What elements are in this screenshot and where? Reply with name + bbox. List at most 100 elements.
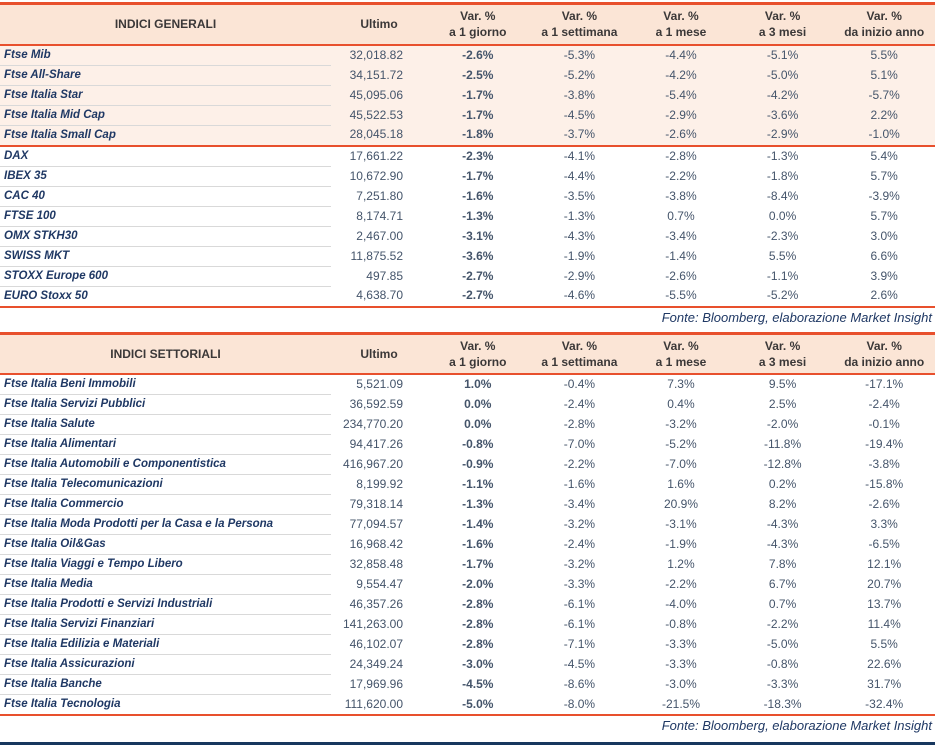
last-value: 45,095.06	[331, 85, 427, 105]
index-row: Ftse Italia Salute 234,770.20 0.0% -2.8% -3.…	[0, 414, 935, 435]
var-1-giorno: -1.7%	[462, 557, 494, 571]
index-name: Ftse Italia Prodotti e Servizi Industria…	[0, 594, 331, 615]
var-1-giorno: -2.0%	[462, 577, 494, 591]
var-label: Var. %	[460, 338, 496, 353]
var-3-mesi: -3.3%	[766, 677, 799, 691]
var-1-mese: -2.6%	[665, 268, 697, 283]
var-1-settimana: -7.0%	[563, 437, 596, 451]
col-header-var-inizio-anno: Var. % da inizio anno	[833, 3, 935, 46]
last-value: 111,620.00	[344, 696, 403, 711]
var-1-settimana: -1.3%	[563, 208, 596, 223]
var-1-mese: -2.9%	[630, 105, 732, 125]
var-label: Var. %	[561, 9, 598, 24]
last-value: 79,318.14	[349, 497, 403, 511]
header-row: INDICI GENERALI Ultimo Var. % a 1 giorno…	[0, 3, 935, 46]
index-name: FTSE 100	[0, 206, 331, 227]
var-label: Var. %	[764, 9, 801, 24]
var-1-settimana: -7.1%	[563, 637, 596, 651]
var-inizio-anno: 5.4%	[833, 144, 935, 166]
var-1-giorno: -4.5%	[462, 677, 494, 691]
var-1-settimana: -0.4%	[563, 377, 596, 392]
sector-indices-header: INDICI SETTORIALI Ultimo Var. % a 1 gior…	[0, 333, 935, 375]
var-label: Var. %	[663, 9, 699, 24]
var-1-mese: -3.0%	[665, 677, 697, 691]
col-header-ultimo: Ultimo	[331, 3, 427, 46]
var-3-mesi: 8.2%	[768, 497, 797, 511]
last-value: 234,770.20	[342, 417, 403, 431]
last-value: 16,968.42	[349, 537, 403, 551]
var-3-mesi: 0.0%	[768, 208, 797, 223]
var-inizio-anno: 5.5%	[833, 44, 935, 65]
last-value: 9,554.47	[356, 577, 403, 591]
var-3-mesi: 7.8%	[768, 557, 797, 571]
var-1-giorno: -2.7%	[462, 288, 494, 303]
index-name: Ftse Italia Edilizia e Materiali	[0, 634, 331, 655]
index-name: Ftse Italia Assicurazioni	[0, 654, 331, 675]
last-value: 416,967.20	[342, 457, 403, 471]
var-3-mesi: -2.9%	[731, 125, 834, 146]
index-row: Ftse Italia Moda Prodotti per la Casa e …	[0, 514, 935, 535]
last-value: 5,521.09	[356, 377, 403, 392]
period-label: a 3 mesi	[758, 354, 807, 369]
var-1-mese: 0.7%	[667, 208, 695, 223]
var-1-giorno: -1.7%	[462, 168, 494, 183]
var-1-settimana: -8.6%	[563, 677, 596, 691]
index-row: SWISS MKT 11,875.52 -3.6% -1.9% -1.4% 5.5% 6.6…	[0, 246, 935, 267]
var-inizio-anno: 3.9%	[870, 268, 898, 283]
var-3-mesi: -2.2%	[766, 617, 799, 631]
var-1-giorno: -1.3%	[462, 497, 494, 511]
period-label: a 1 giorno	[449, 354, 507, 369]
var-inizio-anno: 6.6%	[870, 248, 898, 263]
var-1-mese: 0.4%	[667, 397, 695, 411]
period-label: a 1 settimana	[541, 25, 618, 40]
last-value: 28,045.18	[331, 125, 427, 146]
source-note: Fonte: Bloomberg, elaborazione Market In…	[661, 309, 932, 325]
var-3-mesi: 0.2%	[768, 477, 797, 491]
var-1-settimana: -4.4%	[563, 168, 596, 183]
var-3-mesi: -5.1%	[731, 44, 834, 65]
index-row: Ftse Mib 32,018.82 -2.6% -5.3% -4.4% -5.1% 5.5…	[0, 44, 935, 66]
var-3-mesi: -12.8%	[763, 457, 802, 471]
index-name: Ftse Italia Mid Cap	[0, 105, 331, 126]
var-inizio-anno: -15.8%	[865, 477, 904, 491]
period-label: da inizio anno	[844, 25, 925, 40]
var-1-settimana: -2.9%	[563, 268, 596, 283]
var-1-mese: -2.6%	[630, 125, 732, 146]
var-1-mese: -4.0%	[665, 597, 697, 611]
var-inizio-anno: -3.8%	[868, 457, 900, 471]
index-name: Ftse Italia Beni Immobili	[0, 374, 331, 395]
var-inizio-anno: 3.3%	[870, 517, 898, 531]
var-1-mese: -5.5%	[665, 288, 697, 303]
last-value: 8,174.71	[356, 208, 403, 223]
col-header-var-1-settimana: Var. % a 1 settimana	[528, 3, 631, 46]
var-1-settimana: -2.8%	[563, 417, 596, 431]
last-value: 7,251.80	[356, 188, 403, 203]
var-inizio-anno: 5.5%	[870, 637, 898, 651]
var-1-settimana: -3.2%	[563, 557, 596, 571]
period-label: a 1 giorno	[449, 25, 507, 40]
var-inizio-anno: -0.1%	[868, 417, 900, 431]
var-1-mese: -21.5%	[661, 696, 700, 711]
var-1-settimana: -3.8%	[528, 85, 631, 105]
index-name: Ftse Italia Star	[0, 85, 331, 106]
var-1-giorno: -2.7%	[462, 268, 494, 283]
var-1-giorno: -1.4%	[462, 517, 494, 531]
index-row: Ftse Italia Viaggi e Tempo Libero 32,858.…	[0, 554, 935, 575]
var-3-mesi: 6.7%	[768, 577, 797, 591]
var-3-mesi: -18.3%	[763, 696, 802, 711]
var-1-giorno: -2.8%	[462, 617, 494, 631]
var-1-mese: -4.2%	[630, 65, 732, 85]
var-1-settimana: -2.2%	[563, 457, 596, 471]
col-header-ultimo: Ultimo	[331, 333, 427, 375]
col-header-var-1-mese: Var. % a 1 mese	[630, 3, 732, 46]
var-1-mese: -3.2%	[665, 417, 697, 431]
var-1-giorno: -5.0%	[462, 696, 494, 711]
last-value: 46,102.07	[349, 637, 403, 651]
var-1-giorno: -2.5%	[427, 65, 529, 85]
index-name: Ftse All-Share	[0, 65, 331, 86]
var-3-mesi: -4.3%	[766, 537, 799, 551]
index-name: Ftse Italia Small Cap	[0, 125, 331, 146]
index-name: Ftse Italia Salute	[0, 414, 331, 435]
index-row: Ftse Italia Assicurazioni 24,349.24 -3.0% -…	[0, 654, 935, 675]
var-1-giorno: -2.6%	[427, 44, 529, 65]
